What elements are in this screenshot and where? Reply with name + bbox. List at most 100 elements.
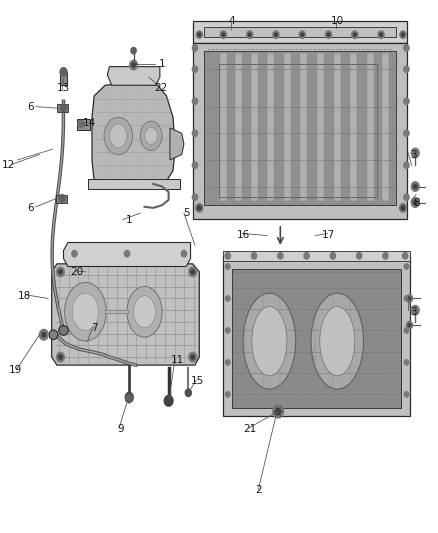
Circle shape [247, 31, 253, 38]
Circle shape [301, 33, 304, 36]
Circle shape [248, 33, 251, 36]
Ellipse shape [49, 330, 58, 340]
Circle shape [404, 130, 409, 136]
Bar [220, 53, 227, 201]
Circle shape [401, 206, 405, 210]
Circle shape [383, 253, 388, 259]
Circle shape [196, 204, 203, 212]
Circle shape [357, 253, 362, 259]
Circle shape [198, 33, 201, 36]
Circle shape [404, 328, 409, 333]
Circle shape [220, 31, 226, 38]
Circle shape [406, 295, 413, 302]
Bar [219, 64, 377, 197]
Circle shape [404, 264, 409, 269]
Circle shape [59, 355, 62, 359]
Text: 3: 3 [410, 150, 417, 159]
Circle shape [192, 194, 198, 200]
Bar [235, 53, 242, 201]
Circle shape [124, 251, 130, 257]
Circle shape [226, 392, 230, 397]
Bar [350, 53, 357, 201]
Circle shape [57, 352, 64, 362]
Circle shape [125, 392, 133, 402]
Ellipse shape [59, 326, 68, 335]
Circle shape [304, 253, 309, 259]
Circle shape [198, 206, 201, 210]
Circle shape [192, 130, 198, 136]
Text: 6: 6 [27, 203, 34, 213]
Circle shape [226, 328, 230, 333]
Circle shape [275, 33, 277, 36]
Circle shape [380, 33, 382, 36]
Text: 1: 1 [159, 59, 166, 69]
Ellipse shape [134, 296, 155, 328]
Circle shape [325, 31, 332, 38]
Polygon shape [223, 251, 410, 261]
Bar [56, 195, 67, 203]
Circle shape [408, 297, 411, 300]
Circle shape [72, 251, 77, 257]
Circle shape [399, 204, 406, 212]
Ellipse shape [127, 287, 162, 337]
Polygon shape [193, 43, 407, 219]
Bar [77, 119, 90, 130]
Circle shape [196, 31, 202, 38]
Bar [317, 53, 324, 201]
Polygon shape [52, 264, 199, 365]
Ellipse shape [252, 306, 287, 376]
Circle shape [404, 66, 409, 72]
Bar [232, 269, 401, 408]
Circle shape [278, 253, 283, 259]
Circle shape [42, 333, 46, 337]
Circle shape [402, 33, 404, 36]
Circle shape [189, 352, 197, 362]
Circle shape [352, 31, 358, 38]
Circle shape [191, 270, 194, 274]
Circle shape [189, 267, 197, 277]
Text: 21: 21 [243, 424, 256, 434]
Text: 1: 1 [126, 215, 133, 224]
Bar [334, 53, 341, 201]
Circle shape [411, 182, 419, 191]
Circle shape [185, 389, 191, 397]
Text: 6: 6 [27, 102, 34, 111]
Bar [367, 53, 374, 201]
Bar [208, 49, 392, 204]
Circle shape [353, 33, 356, 36]
Bar [88, 179, 180, 189]
Text: 16: 16 [237, 230, 250, 239]
Circle shape [404, 360, 409, 365]
Circle shape [299, 31, 305, 38]
Text: 20: 20 [70, 267, 83, 277]
Text: 17: 17 [322, 230, 335, 239]
Bar [284, 53, 291, 201]
Ellipse shape [145, 127, 158, 144]
Circle shape [130, 60, 138, 70]
Circle shape [378, 31, 384, 38]
Circle shape [226, 296, 230, 301]
Text: 12: 12 [2, 160, 15, 170]
Ellipse shape [311, 293, 364, 389]
Circle shape [404, 98, 409, 104]
Circle shape [181, 251, 187, 257]
Text: 10: 10 [331, 17, 344, 26]
Text: 14: 14 [83, 118, 96, 127]
Bar [267, 53, 274, 201]
Circle shape [404, 45, 409, 51]
Circle shape [78, 120, 84, 128]
Text: 18: 18 [18, 291, 31, 301]
Circle shape [226, 360, 230, 365]
Text: 15: 15 [191, 376, 204, 386]
Circle shape [273, 405, 283, 418]
Circle shape [191, 355, 194, 359]
Circle shape [413, 184, 417, 189]
Circle shape [192, 66, 198, 72]
Circle shape [132, 63, 135, 67]
Circle shape [57, 267, 64, 277]
Circle shape [192, 98, 198, 104]
Polygon shape [204, 27, 396, 37]
Circle shape [276, 408, 281, 415]
Text: 2: 2 [255, 486, 262, 495]
Text: 7: 7 [91, 323, 98, 333]
